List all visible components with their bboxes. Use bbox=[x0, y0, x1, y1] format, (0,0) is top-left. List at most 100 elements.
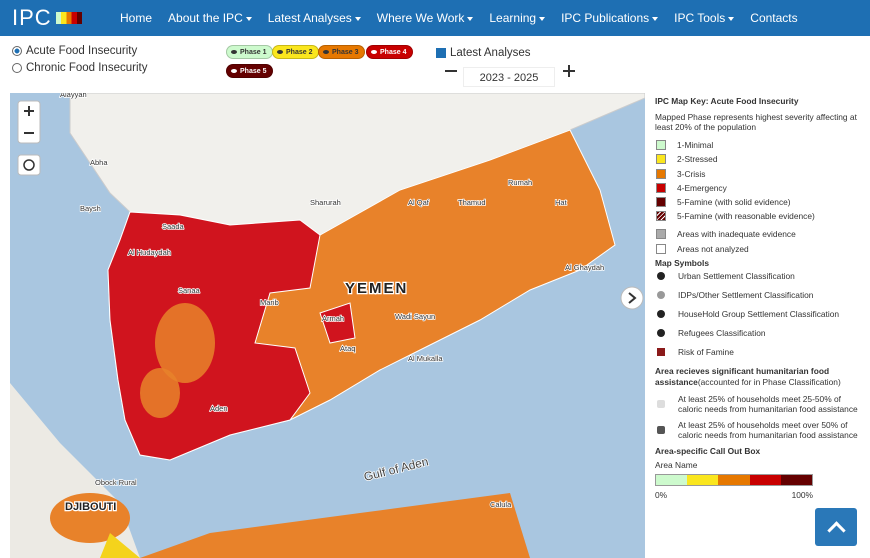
somalia[interactable] bbox=[140, 493, 530, 558]
legend-label: 4-Emergency bbox=[677, 182, 727, 193]
phase-label[interactable]: Phase 2 bbox=[286, 48, 313, 56]
legend-item: 1-Minimal bbox=[656, 140, 862, 150]
phase-label[interactable]: Phase 3 bbox=[332, 48, 359, 56]
map-label: Al Mukalla bbox=[408, 354, 443, 363]
phase-label[interactable]: Phase 5 bbox=[240, 67, 267, 75]
legend-description: Mapped Phase represents highest severity… bbox=[655, 112, 857, 132]
plus-button[interactable] bbox=[568, 65, 570, 77]
nav-label[interactable]: Home bbox=[120, 11, 153, 25]
legend-item: 2-Stressed bbox=[656, 154, 862, 165]
callout-segment bbox=[749, 475, 781, 486]
legend-label: 3-Crisis bbox=[677, 168, 706, 179]
nav-item[interactable]: Contacts bbox=[750, 11, 797, 25]
map-label: Baysh bbox=[80, 204, 101, 213]
map-label: Armah bbox=[322, 314, 344, 323]
latest-checkbox[interactable]: Latest Analyses bbox=[436, 47, 531, 59]
phase-label[interactable]: Phase 4 bbox=[380, 48, 407, 56]
map-label: Obock Rural bbox=[95, 478, 137, 487]
phase-chip[interactable]: Phase 5 bbox=[226, 64, 274, 78]
checkbox[interactable] bbox=[436, 48, 446, 58]
nav-item[interactable]: Where We Work bbox=[377, 11, 474, 25]
nav-label[interactable]: Where We Work bbox=[376, 11, 465, 25]
nav-item[interactable]: IPC Tools bbox=[674, 11, 735, 25]
radio-option[interactable]: Chronic Food Insecurity bbox=[12, 62, 147, 74]
scale-max: 100% bbox=[791, 490, 813, 501]
nav-label[interactable]: About the IPC bbox=[168, 11, 243, 25]
nav-label[interactable]: Contacts bbox=[750, 11, 798, 25]
nav-label[interactable]: Learning bbox=[489, 11, 537, 25]
symbol-item: HouseHold Group Settlement Classificatio… bbox=[656, 309, 862, 319]
map-label: Sharurah bbox=[310, 198, 341, 207]
area[interactable] bbox=[100, 533, 140, 558]
assistance-title: Area recieves significant humanitarian f… bbox=[655, 366, 830, 388]
legend-item: 5-Famine (with solid evidence) bbox=[656, 197, 862, 208]
djibouti[interactable] bbox=[50, 493, 130, 543]
scale-min: 0% bbox=[655, 490, 668, 501]
map-label: Al Hudaydah bbox=[128, 248, 171, 257]
nav-bar: IPC Home About the IPC Latest Analyses Wher… bbox=[0, 0, 870, 36]
legend-heading: Area-specific Call Out Box bbox=[655, 446, 761, 457]
callout-segment bbox=[687, 475, 719, 486]
nav-item[interactable]: Latest Analyses bbox=[268, 11, 361, 25]
symbol-label: Refugees Classification bbox=[678, 328, 766, 339]
map-label: Marib bbox=[260, 298, 279, 307]
radio-label[interactable]: Chronic Food Insecurity bbox=[26, 62, 148, 74]
legend-item: 5-Famine (with reasonable evidence) bbox=[656, 211, 862, 222]
legend-heading: Map Symbols bbox=[655, 258, 709, 269]
phase-chip[interactable]: Phase 4 bbox=[366, 45, 414, 59]
map-label: Calula bbox=[490, 500, 512, 509]
assistance-icon bbox=[657, 400, 665, 409]
back-to-top[interactable] bbox=[815, 508, 857, 546]
minus-button[interactable] bbox=[445, 70, 457, 72]
area[interactable] bbox=[155, 303, 215, 383]
phase-chip[interactable]: Phase 2 bbox=[272, 45, 320, 59]
checkbox-label[interactable]: Latest Analyses bbox=[450, 47, 531, 59]
map-label: DJIBOUTI bbox=[65, 501, 116, 513]
area[interactable] bbox=[319, 302, 356, 344]
next-icon bbox=[628, 292, 637, 304]
symbol-label: IDPs/Other Settlement Classification bbox=[678, 290, 814, 301]
phase-chip[interactable]: Phase 3 bbox=[318, 45, 366, 59]
radio-button[interactable] bbox=[12, 63, 22, 73]
legend-swatch bbox=[656, 229, 666, 240]
legend-item: 4-Emergency bbox=[656, 182, 862, 193]
nav-item[interactable]: IPC Publications bbox=[561, 11, 659, 25]
symbol-icon bbox=[657, 291, 665, 300]
zoom-control[interactable] bbox=[17, 100, 41, 144]
map[interactable]: Alayyah Abha Baysh Sharurah Al Qaf Thamud Ruma… bbox=[10, 93, 645, 558]
logo[interactable]: IPC bbox=[12, 5, 120, 31]
logo-text[interactable]: IPC bbox=[12, 5, 52, 30]
symbol-icon bbox=[657, 348, 665, 357]
callout-bar bbox=[655, 474, 813, 487]
radio-button[interactable] bbox=[12, 46, 22, 56]
phase-chip[interactable]: Phase 1 bbox=[226, 45, 274, 59]
legend-item: 3-Crisis bbox=[656, 168, 862, 179]
nav-item[interactable]: Home bbox=[120, 11, 152, 25]
symbol-item: Refugees Classification bbox=[656, 328, 862, 338]
area[interactable] bbox=[140, 368, 180, 418]
assistance-note: (accounted for in Phase Classification) bbox=[697, 377, 841, 388]
symbol-label: Urban Settlement Classification bbox=[678, 271, 795, 282]
legend-item: Areas not analyzed bbox=[656, 243, 862, 254]
legend: IPC Map Key: Acute Food Insecurity Mapped… bbox=[650, 93, 862, 500]
nav-label[interactable]: Latest Analyses bbox=[267, 11, 352, 25]
nav-item[interactable]: About the IPC bbox=[168, 11, 252, 25]
map-labels: Alayyah Abha Baysh Sharurah Al Qaf Thamud Ruma… bbox=[59, 93, 605, 514]
legend-swatch bbox=[656, 154, 666, 165]
map-label: Rumah bbox=[508, 178, 532, 187]
nav-label[interactable]: IPC Publications bbox=[561, 11, 650, 25]
phase-label[interactable]: Phase 1 bbox=[240, 48, 267, 56]
map-label: Sanaa bbox=[178, 286, 201, 295]
callout-segment bbox=[656, 475, 688, 486]
radio-option[interactable]: Acute Food Insecurity bbox=[12, 45, 137, 57]
assistance-item: At least 25% of households meet 25-50% o… bbox=[656, 394, 862, 414]
nav-item[interactable]: Learning bbox=[489, 11, 546, 25]
map-label: Al Ghaydah bbox=[565, 263, 604, 272]
next-button[interactable] bbox=[620, 286, 644, 310]
caret bbox=[728, 16, 735, 21]
callout-segment bbox=[780, 475, 813, 486]
reset-button[interactable] bbox=[17, 154, 41, 176]
radio-label[interactable]: Acute Food Insecurity bbox=[26, 45, 138, 57]
nav-label[interactable]: IPC Tools bbox=[674, 11, 726, 25]
